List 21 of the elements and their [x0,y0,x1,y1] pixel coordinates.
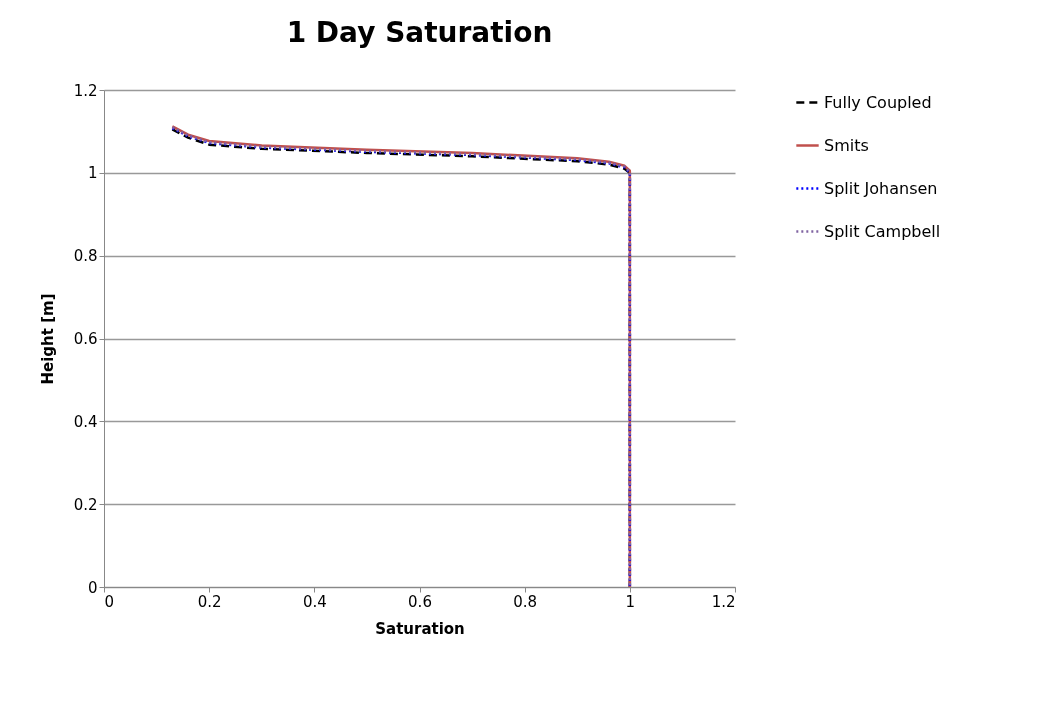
legend-label: Split Campbell [824,221,941,241]
x-axis-title: Saturation [375,619,465,638]
chart-title: 1 Day Saturation [286,16,553,49]
x-tick-label: 0.2 [197,592,222,611]
y-axis-title: Height [m] [38,293,57,385]
x-tick-label: 0.8 [513,592,538,611]
y-tick-label: 0.8 [73,247,98,266]
y-tick-label: 1 [87,164,98,183]
x-tick-label: 1 [625,592,636,611]
y-tick-label: 0.2 [73,495,98,514]
y-tick-label: 0.6 [73,330,98,348]
x-tick-label: 0.4 [302,592,327,611]
y-tick-label: 0.4 [73,412,98,431]
x-tick-label: 0 [104,592,115,611]
legend-label: Fully Coupled [824,92,932,112]
legend-label: Smits [824,135,869,155]
legend-label: Split Johansen [824,178,938,198]
x-tick-label: 1.2 [711,592,736,611]
x-tick-label: 0.6 [408,592,432,611]
y-tick-label: 0 [87,578,98,597]
y-tick-label: 1.2 [73,81,98,100]
